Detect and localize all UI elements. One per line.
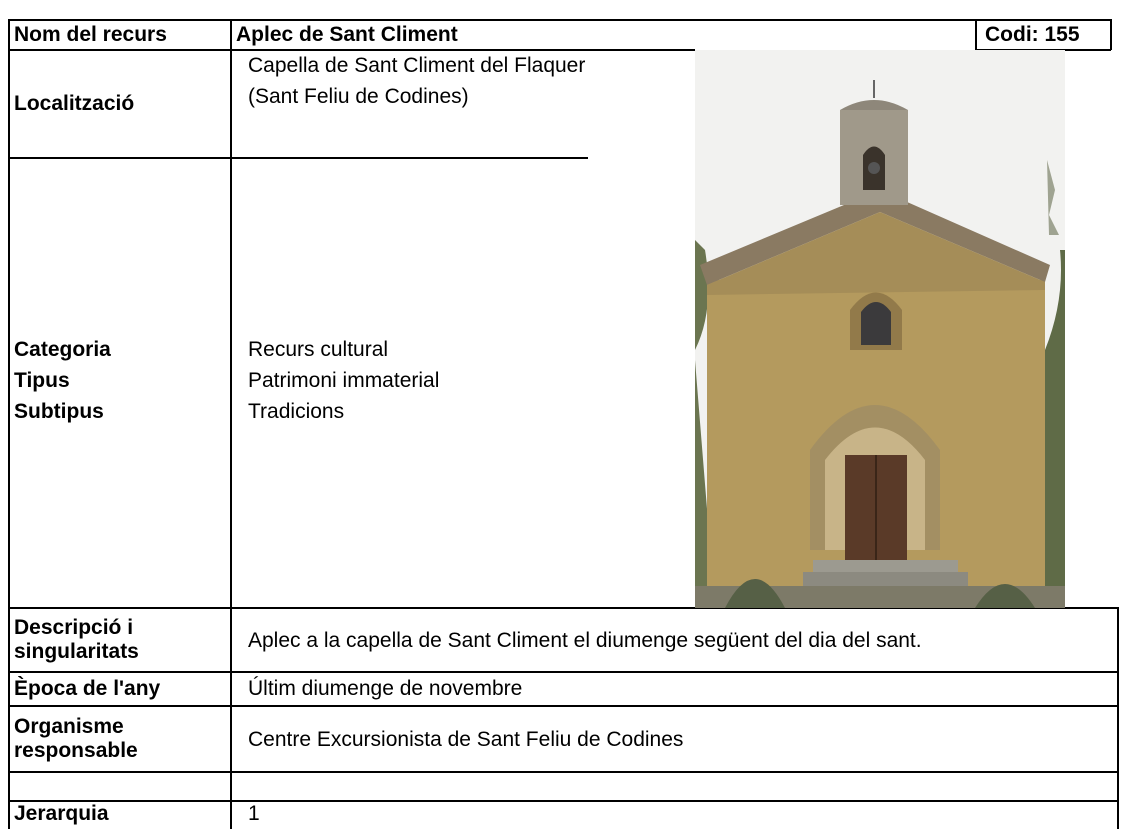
label: Nom del recurs	[14, 23, 167, 46]
value: Recurs cultural	[248, 338, 389, 361]
border	[8, 19, 10, 829]
border	[8, 671, 1118, 673]
label: Localització	[14, 92, 135, 115]
label: Categoria	[14, 338, 111, 361]
label: Època de l'any	[14, 677, 161, 700]
border	[8, 705, 1118, 707]
label: Jerarquia	[14, 802, 109, 825]
border	[975, 19, 977, 50]
label: Organisme responsable	[14, 715, 138, 762]
resource-code: Codi: 155	[985, 23, 1080, 46]
chapel-photo	[695, 50, 1065, 608]
border	[8, 157, 588, 159]
border	[8, 19, 1111, 21]
border	[975, 49, 1111, 51]
label: Descripció i singularitats	[14, 616, 139, 663]
value: Aplec a la capella de Sant Climent el di…	[248, 628, 922, 652]
value: Tradicions	[248, 400, 345, 423]
border	[230, 19, 232, 829]
border	[8, 800, 1118, 802]
value: Patrimoni immaterial	[248, 369, 440, 392]
value: 1	[248, 802, 260, 825]
value: Últim diumenge de novembre	[248, 677, 523, 700]
border	[8, 607, 1118, 609]
label: Subtipus	[14, 400, 104, 423]
value: Centre Excursionista de Sant Feliu de Co…	[248, 727, 684, 751]
border	[1110, 19, 1112, 50]
border	[8, 49, 695, 51]
resource-name: Aplec de Sant Climent	[236, 23, 458, 46]
location: Capella de Sant Climent del Flaquer (San…	[248, 54, 586, 108]
label: Tipus	[14, 369, 70, 392]
border	[8, 771, 1118, 773]
border	[1117, 607, 1119, 829]
